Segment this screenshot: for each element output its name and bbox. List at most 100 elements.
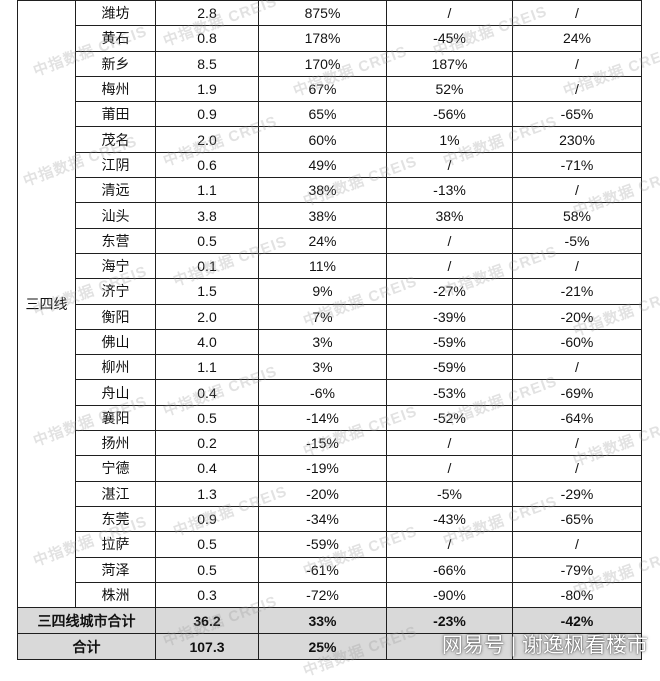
- table-row: 菏泽 0.5 -61% -66% -79%: [18, 556, 642, 583]
- city-name: 梅州: [75, 75, 156, 103]
- change-cell-2: /: [386, 252, 513, 280]
- change-cell: 3%: [258, 354, 387, 381]
- value-cell: 1.1: [155, 354, 259, 381]
- subtotal-row-cell: 33%: [258, 607, 387, 635]
- credit-overlay: 网易号 | 谢逸枫看楼市: [441, 634, 648, 657]
- table-row: 衡阳 2.0 7% -39% -20%: [18, 303, 642, 330]
- change-cell: 24%: [258, 227, 387, 254]
- city-name: 衡阳: [75, 303, 156, 330]
- value-cell: 8.5: [155, 50, 259, 77]
- change-cell-2: 1%: [386, 126, 513, 153]
- change-cell-3: -79%: [512, 556, 642, 583]
- table-row: 济宁 1.5 9% -27% -21%: [18, 278, 642, 305]
- table-row: 东营 0.5 24% / -5%: [18, 227, 642, 254]
- table-row: 汕头 3.8 38% 38% 58%: [18, 202, 642, 229]
- change-cell: -34%: [258, 505, 387, 533]
- total-row: 合计 107.3 25%: [17, 633, 642, 661]
- change-cell-2: -43%: [386, 505, 513, 533]
- value-cell: 1.9: [155, 75, 259, 103]
- city-name: 新乡: [75, 50, 156, 77]
- city-name: 潍坊: [75, 0, 156, 27]
- city-name: 扬州: [75, 430, 156, 457]
- change-cell-2: 52%: [386, 75, 513, 103]
- change-cell: -61%: [258, 556, 387, 583]
- change-cell: 49%: [258, 151, 387, 179]
- table-row: 江阴 0.6 49% / -71%: [18, 151, 642, 179]
- city-name: 黄石: [75, 25, 156, 52]
- change-cell-3: /: [512, 430, 642, 457]
- city-name: 舟山: [75, 379, 156, 406]
- change-cell-2: -90%: [386, 581, 513, 609]
- table-row: 莆田 0.9 65% -56% -65%: [18, 101, 642, 128]
- change-cell-2: -66%: [386, 556, 513, 583]
- change-cell-2: -52%: [386, 404, 513, 432]
- data-table: 三四线 潍坊 2.8 875% / / 黄石 0.8 178% -45% 24% 新乡 8.5 170…: [17, 0, 642, 661]
- value-cell: 0.9: [155, 505, 259, 533]
- change-cell-2: -13%: [386, 177, 513, 204]
- value-cell: 2.8: [155, 0, 259, 27]
- change-cell-2: /: [386, 430, 513, 457]
- change-cell-3: -80%: [512, 581, 642, 609]
- change-cell-2: /: [386, 531, 513, 558]
- value-cell: 0.5: [155, 556, 259, 583]
- city-name: 清远: [75, 177, 156, 204]
- tier-label: 三四线: [17, 0, 76, 609]
- change-cell: -14%: [258, 404, 387, 432]
- subtotal-row: 三四线城市合计 36.2 33% -23% -42%: [17, 607, 642, 635]
- change-cell-2: /: [386, 0, 513, 27]
- change-cell-3: /: [512, 177, 642, 204]
- value-cell: 0.5: [155, 404, 259, 432]
- table-row: 襄阳 0.5 -14% -52% -64%: [18, 404, 642, 432]
- total-row-cell: 25%: [258, 633, 387, 661]
- value-cell: 1.1: [155, 177, 259, 204]
- change-cell-3: 58%: [512, 202, 642, 229]
- city-name: 菏泽: [75, 556, 156, 583]
- table-body: 三四线 潍坊 2.8 875% / / 黄石 0.8 178% -45% 24% 新乡 8.5 170…: [17, 0, 642, 661]
- change-cell: 7%: [258, 303, 387, 330]
- change-cell: -15%: [258, 430, 387, 457]
- value-cell: 1.5: [155, 278, 259, 305]
- change-cell: 3%: [258, 328, 387, 356]
- change-cell-3: /: [512, 50, 642, 77]
- change-cell: 170%: [258, 50, 387, 77]
- table-row: 三四线 潍坊 2.8 875% / /: [17, 0, 642, 609]
- table-row: 新乡 8.5 170% 187% /: [18, 50, 642, 77]
- change-cell: -59%: [258, 531, 387, 558]
- change-cell-2: /: [386, 455, 513, 482]
- value-cell: 0.6: [155, 151, 259, 179]
- table-row: 株洲 0.3 -72% -90% -80%: [18, 581, 642, 609]
- change-cell: 65%: [258, 101, 387, 128]
- change-cell: 9%: [258, 278, 387, 305]
- table-row: 清远 1.1 38% -13% /: [18, 177, 642, 204]
- city-name: 济宁: [75, 278, 156, 305]
- value-cell: 0.4: [155, 455, 259, 482]
- city-name: 湛江: [75, 480, 156, 507]
- value-cell: 0.2: [155, 430, 259, 457]
- value-cell: 0.5: [155, 531, 259, 558]
- change-cell: 178%: [258, 25, 387, 52]
- change-cell-3: 230%: [512, 126, 642, 153]
- change-cell: 11%: [258, 252, 387, 280]
- change-cell-2: -59%: [386, 328, 513, 356]
- total-row-cell: [386, 633, 513, 661]
- subtotal-row-label: 三四线城市合计: [17, 607, 156, 635]
- total-row-cell: [512, 633, 642, 661]
- change-cell-3: 24%: [512, 25, 642, 52]
- city-name: 襄阳: [75, 404, 156, 432]
- subtotal-row-cell: -42%: [512, 607, 642, 635]
- change-cell-2: /: [386, 151, 513, 179]
- change-cell-2: 187%: [386, 50, 513, 77]
- city-name: 海宁: [75, 252, 156, 280]
- city-name: 汕头: [75, 202, 156, 229]
- change-cell-3: /: [512, 531, 642, 558]
- change-cell-2: -53%: [386, 379, 513, 406]
- city-name: 佛山: [75, 328, 156, 356]
- table-row: 茂名 2.0 60% 1% 230%: [18, 126, 642, 153]
- city-name: 东营: [75, 227, 156, 254]
- value-cell: 4.0: [155, 328, 259, 356]
- change-cell-2: -59%: [386, 354, 513, 381]
- change-cell-3: -71%: [512, 151, 642, 179]
- change-cell-3: /: [512, 455, 642, 482]
- city-name: 莆田: [75, 101, 156, 128]
- change-cell-3: /: [512, 0, 642, 27]
